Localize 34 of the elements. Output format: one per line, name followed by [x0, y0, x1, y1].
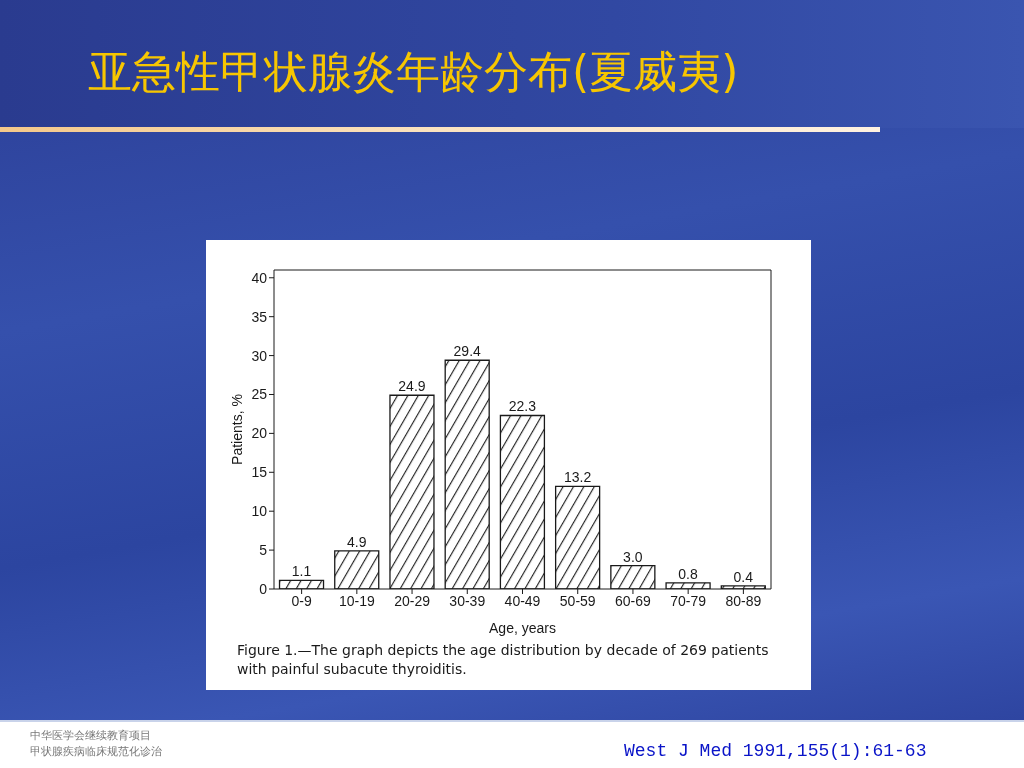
data-label: 1.1	[291, 563, 312, 580]
x-tick-label: 20-29	[394, 592, 431, 609]
x-tick-label: 70-79	[670, 592, 707, 609]
caption: Figure 1.—The graph depicts the age distribution by decade of 269 patients with painful subacute thyroiditis.	[237, 641, 770, 679]
x-axis-title: Age, years	[489, 620, 556, 636]
text: 中华医学会继续教育项目	[30, 729, 151, 743]
data-label: 13.2	[564, 469, 592, 486]
x-tick-label: 10-19	[338, 592, 375, 609]
x-tick-label: 0-9	[291, 592, 312, 609]
y-tick-label: 0	[259, 580, 268, 597]
data-label: 4.9	[347, 533, 367, 550]
data-label: 24.9	[398, 378, 426, 395]
y-tick-label: 35	[251, 308, 268, 325]
x-tick-label: 80-89	[725, 592, 762, 609]
y-tick-label: 5	[259, 542, 268, 559]
y-tick-label: 15	[251, 464, 268, 481]
x-tick-label: 50-59	[559, 592, 596, 609]
data-label: 3.0	[623, 548, 643, 565]
y-tick-label: 40	[251, 269, 268, 286]
data-label: 0.8	[678, 565, 699, 582]
x-tick-label: 40-49	[504, 592, 541, 609]
y-tick-label: 25	[251, 386, 268, 403]
data-label: 0.4	[733, 568, 754, 585]
x-tick-label: 60-69	[615, 592, 652, 609]
chart-title: 亚急性甲状腺炎年龄分布(夏威夷)	[88, 46, 739, 98]
data-label: 29.4	[453, 343, 482, 360]
y-tick-label: 10	[251, 503, 268, 520]
text: West J Med 1991,155(1):61-63	[624, 740, 927, 762]
text: 甲状腺疾病临床规范化诊治	[30, 745, 162, 759]
x-tick-label: 30-39	[449, 592, 486, 609]
y-tick-label: 20	[251, 425, 268, 442]
y-tick-label: 30	[251, 347, 268, 364]
data-label: 22.3	[508, 398, 537, 415]
y-axis-title: Patients, %	[229, 394, 245, 465]
